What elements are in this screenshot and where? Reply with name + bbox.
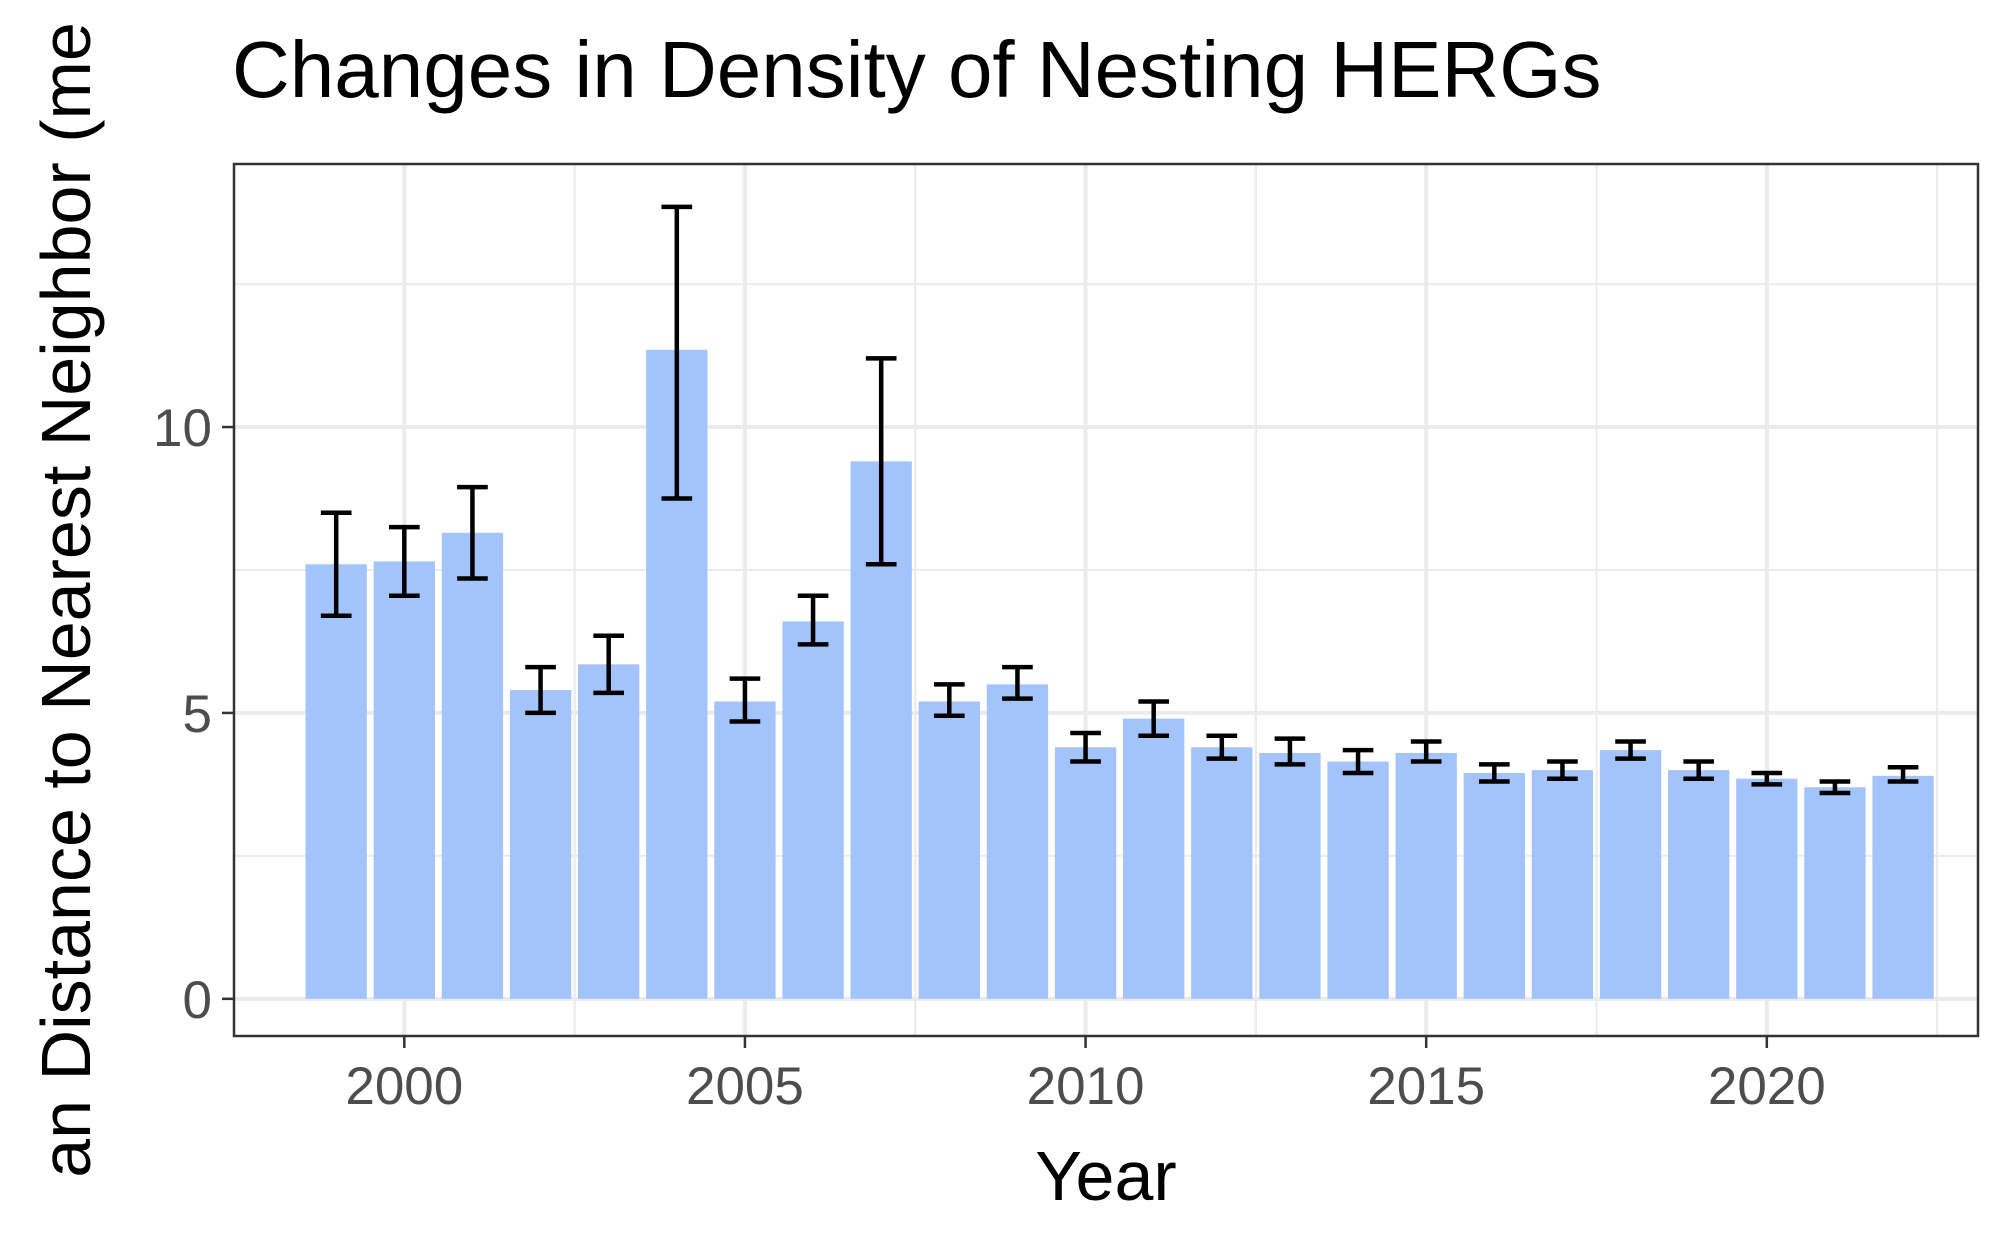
x-tick-label: 2020 xyxy=(1708,1057,1826,1116)
error-bar-2002 xyxy=(525,664,556,716)
y-axis: 0 5 10 xyxy=(153,399,234,1030)
y-tick-label: 10 xyxy=(153,399,212,458)
error-bar-2009 xyxy=(1002,664,1033,701)
bars xyxy=(305,349,1934,999)
bar-2018 xyxy=(1599,750,1662,999)
bar-2009 xyxy=(986,684,1049,999)
bar-2008 xyxy=(918,701,980,999)
error-bar-2019 xyxy=(1683,759,1715,781)
bar-2016 xyxy=(1463,772,1525,999)
x-tick-label: 2015 xyxy=(1367,1057,1485,1116)
error-bar-2012 xyxy=(1206,733,1238,761)
error-bar-2006 xyxy=(797,593,829,647)
error-bar-2007 xyxy=(865,356,897,567)
plot-border xyxy=(232,162,1980,1038)
bar-2005 xyxy=(714,701,776,999)
y-tick-label: 0 xyxy=(183,971,212,1030)
error-bar-2015 xyxy=(1410,739,1442,764)
bar-2000 xyxy=(373,561,435,999)
error-bar-2018 xyxy=(1615,739,1646,761)
error-bar-2000 xyxy=(388,524,420,598)
bar-2011 xyxy=(1123,718,1185,999)
error-bar-2013 xyxy=(1274,736,1306,767)
bar-2012 xyxy=(1191,747,1253,999)
bar-2014 xyxy=(1327,761,1389,999)
x-tick-label: 2000 xyxy=(345,1057,463,1116)
x-axis-title: Year xyxy=(1035,1137,1176,1215)
bar-2017 xyxy=(1531,770,1594,999)
bar-2013 xyxy=(1259,752,1321,999)
error-bar-2021 xyxy=(1819,779,1851,796)
error-bar-2017 xyxy=(1547,759,1578,781)
error-bar-2011 xyxy=(1138,699,1170,739)
x-tick-label: 2005 xyxy=(686,1057,804,1116)
error-bar-2020 xyxy=(1751,770,1783,787)
bar-2010 xyxy=(1054,747,1117,999)
error-bar-1999 xyxy=(320,510,352,618)
chart-title: Changes in Density of Nesting HERGs xyxy=(232,25,1602,114)
bar-2002 xyxy=(509,690,572,999)
bar-2001 xyxy=(441,532,504,999)
error-bar-2003 xyxy=(593,633,625,696)
x-axis: 2000 2005 2010 2015 2020 xyxy=(345,1036,1826,1116)
bar-2003 xyxy=(578,664,640,999)
bar-2006 xyxy=(782,621,844,999)
error-bar-2016 xyxy=(1478,762,1510,784)
error-bar-2022 xyxy=(1887,765,1919,784)
error-bar-2004 xyxy=(661,204,693,501)
bar-2022 xyxy=(1872,775,1934,999)
y-axis-title: an Distance to Nearest Neighbor (me xyxy=(27,22,105,1178)
bar-1999 xyxy=(305,564,367,999)
error-bar-2010 xyxy=(1070,730,1101,764)
error-bar-2005 xyxy=(729,676,761,724)
x-tick-label: 2010 xyxy=(1027,1057,1145,1116)
error-bar-2008 xyxy=(933,682,965,719)
error-bars xyxy=(320,204,1919,796)
bar-2019 xyxy=(1668,770,1730,999)
error-bar-2001 xyxy=(457,484,488,581)
bar-2021 xyxy=(1804,787,1866,999)
bar-2020 xyxy=(1736,778,1798,999)
error-bar-2014 xyxy=(1342,747,1374,776)
bar-2015 xyxy=(1395,752,1457,999)
y-tick-label: 5 xyxy=(183,685,212,744)
